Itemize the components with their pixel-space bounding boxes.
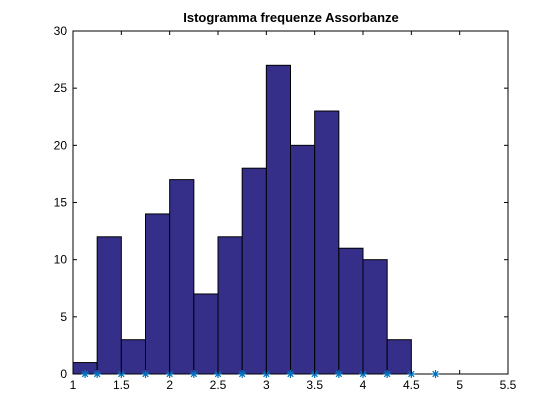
bars-group xyxy=(72,64,412,375)
y-tick-label: 25 xyxy=(54,81,68,95)
x-tick-label: 4.5 xyxy=(403,378,420,392)
histogram-bar xyxy=(386,339,412,375)
histogram-bar xyxy=(362,259,388,375)
y-tick-label: 5 xyxy=(60,310,67,324)
x-tick-label: 5 xyxy=(456,378,463,392)
bin-marker xyxy=(334,370,343,378)
x-tick-label: 2.5 xyxy=(210,378,227,392)
y-tick-label: 20 xyxy=(54,138,68,152)
y-tick-label: 30 xyxy=(54,24,68,38)
bin-marker xyxy=(431,370,440,378)
y-tick-label: 0 xyxy=(60,367,67,381)
bin-marker xyxy=(93,370,102,378)
histogram-bar xyxy=(120,339,147,375)
x-tick-label: 3.5 xyxy=(306,378,323,392)
histogram-bar xyxy=(338,247,364,375)
x-axis: 1 1.5 2 2.5 3 3.5 4 4.5 5 5.5 xyxy=(70,31,517,392)
bin-marker xyxy=(81,370,90,378)
histogram-bar xyxy=(96,236,122,375)
x-tick-label: 1.5 xyxy=(113,378,130,392)
histogram-bar xyxy=(145,213,171,375)
bin-marker xyxy=(141,370,150,378)
histogram-bar xyxy=(241,167,267,375)
x-tick-label: 3 xyxy=(263,378,270,392)
bin-marker xyxy=(286,370,295,378)
x-tick-label: 4 xyxy=(360,378,367,392)
histogram-bar xyxy=(193,293,219,375)
bin-marker xyxy=(383,370,392,378)
x-tick-label: 1 xyxy=(70,378,77,392)
x-tick-label: 2 xyxy=(166,378,173,392)
histogram-bar xyxy=(265,64,291,375)
histogram-bar xyxy=(217,236,243,375)
bin-marker xyxy=(189,370,198,378)
chart-title: Istogramma frequenze Assorbanze xyxy=(183,10,399,25)
y-tick-label: 10 xyxy=(54,253,68,267)
y-axis: 0 5 10 15 20 25 30 xyxy=(54,24,508,381)
bin-marker xyxy=(238,370,247,378)
histogram-bar xyxy=(169,179,195,375)
histogram-bar xyxy=(314,110,340,375)
x-tick-label: 5.5 xyxy=(500,378,517,392)
histogram-bar xyxy=(290,144,316,375)
y-tick-label: 15 xyxy=(54,196,68,210)
